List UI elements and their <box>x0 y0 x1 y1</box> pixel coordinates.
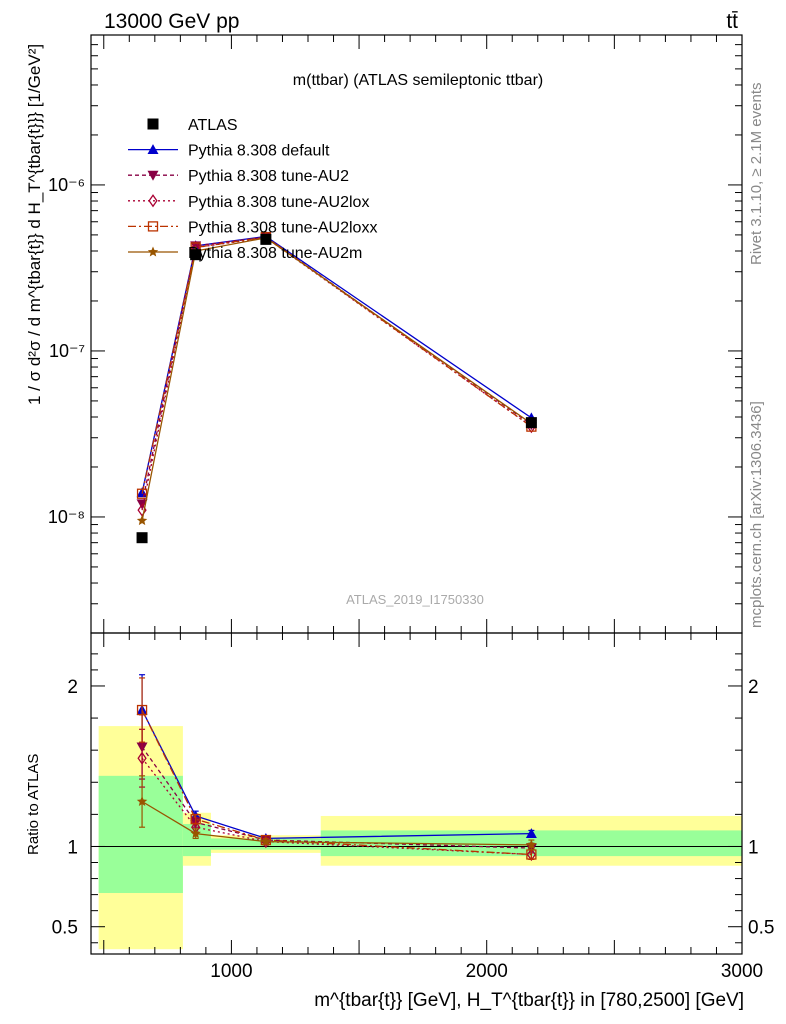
series-line <box>141 236 532 494</box>
series-pythia-8-308-tune-au2loxx <box>136 231 537 499</box>
legend-entry: Pythia 8.308 tune-AU2loxx <box>128 219 377 236</box>
ratio-point <box>526 847 537 862</box>
ratio-y-tick-label: 2 <box>67 677 78 698</box>
ratio-series-line <box>141 757 532 856</box>
ratio-y-tick-label-right: 0.5 <box>748 918 774 939</box>
ratio-point <box>526 839 537 850</box>
energy-label: 13000 GeV pp <box>104 10 239 33</box>
legend-marker <box>147 144 159 154</box>
legend-marker <box>147 170 159 181</box>
legend-entry: Pythia 8.308 default <box>128 143 330 160</box>
main-y-tick-label: 10⁻⁶ <box>48 175 85 195</box>
series-pythia-8-308-tune-au2lox <box>137 231 537 517</box>
mcplots-label: mcplots.cern.ch [arXiv:1306.3436] <box>748 401 765 628</box>
x-tick-label: 1000 <box>210 961 252 982</box>
main-y-tick-label: 10⁻⁷ <box>49 341 85 361</box>
legend-label: Pythia 8.308 default <box>188 143 330 160</box>
series-pythia-8-308-tune-au2m <box>136 232 537 526</box>
data-point <box>525 417 537 429</box>
legend-marker <box>147 246 159 257</box>
legend-marker <box>148 194 158 208</box>
series-line <box>141 237 532 521</box>
x-axis-label: m^{tbar{t}} [GeV], H_T^{tbar{t}} in [780… <box>314 990 744 1011</box>
ratio-y-axis-label: Ratio to ATLAS <box>25 754 42 855</box>
legend-label: ATLAS <box>188 117 238 134</box>
legend-marker <box>147 221 159 232</box>
ratio-y-tick-label-right: 2 <box>748 677 759 698</box>
series-atlas <box>136 233 537 544</box>
legend-entry: ATLAS <box>147 117 238 134</box>
main-watermark: ATLAS_2019_I1750330 <box>346 592 484 607</box>
ratio-point <box>260 836 272 847</box>
legend: ATLAS Pythia 8.308 default Pythia 8.308 tu… <box>128 117 377 262</box>
ratio-point <box>190 828 201 839</box>
legend-entry: Pythia 8.308 tune-AU2lox <box>128 194 369 211</box>
ratio-series-line <box>141 800 532 846</box>
ratio-plot-panel: Ratio to ATLAS m^{tbar{t}} [GeV], H_T^{t… <box>25 632 774 1011</box>
legend-label: Pythia 8.308 tune-AU2lox <box>188 194 369 211</box>
ratio-point <box>136 796 148 806</box>
main-plot-panel: m(ttbar) (ATLAS semileptonic ttbar) ATLA… <box>25 34 743 634</box>
ratio-y-tick-label-right: 1 <box>748 837 759 858</box>
legend-entry: Pythia 8.308 tune-AU2m <box>128 245 362 262</box>
rivet-label: Rivet 3.1.10, ≥ 2.1M events <box>748 83 765 266</box>
main-y-tick-label: 10⁻⁸ <box>48 507 85 527</box>
ratio-series-pythia-8-308-tune-au2m <box>136 775 537 851</box>
series-pythia-8-308-tune-au2 <box>136 232 537 510</box>
x-tick-label: 3000 <box>721 961 763 982</box>
series-pythia-8-308-default <box>136 230 537 498</box>
ratio-point <box>137 751 147 765</box>
main-title: m(ttbar) (ATLAS semileptonic ttbar) <box>293 72 543 89</box>
series-line <box>141 237 532 511</box>
ratio-y-tick-label: 1 <box>67 837 78 858</box>
ratio-y-tick-label: 0.5 <box>52 918 78 939</box>
data-point <box>260 233 272 245</box>
series-line <box>141 236 532 504</box>
legend-label: Pythia 8.308 tune-AU2m <box>188 245 362 262</box>
ratio-point <box>525 828 537 839</box>
process-label: tt̄ <box>726 10 738 33</box>
data-point <box>136 532 148 544</box>
x-tick-label: 2000 <box>466 961 508 982</box>
ratio-series-line <box>141 709 532 856</box>
data-point <box>190 249 202 261</box>
legend-marker <box>147 118 159 130</box>
ratio-point <box>190 814 201 825</box>
main-y-axis-label: 1 / σ d²σ / d m^{tbar{t}} d H_T^{tbar{t}… <box>25 44 44 405</box>
legend-entry: Pythia 8.308 tune-AU2 <box>128 168 349 185</box>
ratio-series-line <box>141 709 532 840</box>
series-line <box>141 235 532 493</box>
data-point <box>136 488 148 499</box>
data-point <box>136 515 148 526</box>
ratio-series-line <box>141 746 532 849</box>
ratio-point <box>136 704 148 716</box>
ratio-plot-frame <box>90 632 743 955</box>
uncertainty-band-inner <box>98 775 183 894</box>
legend-label: Pythia 8.308 tune-AU2loxx <box>188 219 377 236</box>
legend-label: Pythia 8.308 tune-AU2 <box>188 168 349 185</box>
